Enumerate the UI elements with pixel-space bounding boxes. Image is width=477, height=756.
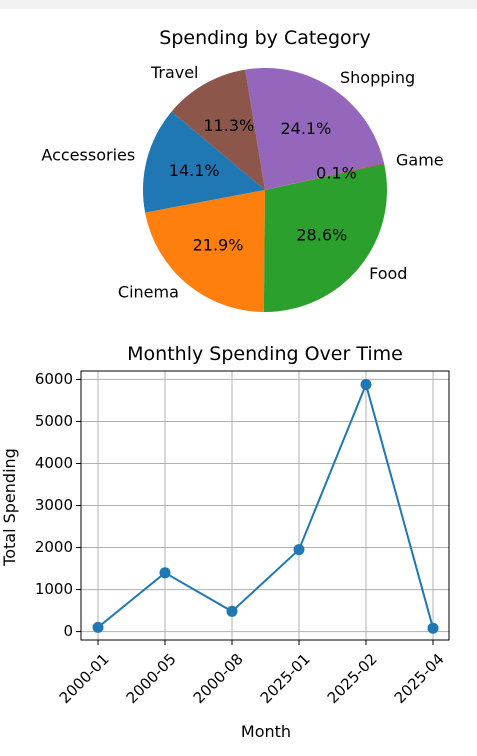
y-axis-label: Total Spending bbox=[0, 448, 19, 567]
pie-chart: Spending by Category Accessories 14.1% Cin… bbox=[41, 27, 444, 312]
x-tick-label: 2025-02 bbox=[324, 650, 381, 707]
y-tick-label: 6000 bbox=[35, 370, 73, 388]
pie-labels: Accessories 14.1% Cinema 21.9% Food 28.6% Game… bbox=[41, 63, 444, 301]
pie-slice-food bbox=[263, 163, 388, 312]
top-strip bbox=[0, 0, 477, 9]
line-chart: Monthly Spending Over Time 0 1000 2000 3000… bbox=[0, 343, 450, 741]
x-tick-label: 2025-01 bbox=[257, 650, 314, 707]
pie-label-cinema: Cinema bbox=[118, 282, 179, 301]
pie-label-accessories: Accessories bbox=[41, 146, 135, 165]
x-tick-label: 2000-08 bbox=[190, 650, 247, 707]
pie-slice-travel bbox=[171, 69, 265, 190]
data-point bbox=[159, 567, 171, 579]
series-line bbox=[97, 381, 434, 629]
y-tick-label: 1000 bbox=[35, 580, 73, 598]
pie-pct-food: 28.6% bbox=[296, 226, 347, 245]
y-tick-label: 0 bbox=[63, 622, 73, 640]
data-point bbox=[360, 379, 372, 390]
x-tick-label: 2000-01 bbox=[56, 650, 113, 707]
line-grid bbox=[81, 371, 449, 640]
x-axis-label: Month bbox=[241, 722, 291, 741]
y-tick-label: 2000 bbox=[35, 538, 73, 556]
pie-slice-accessories bbox=[142, 111, 265, 213]
data-point bbox=[226, 605, 238, 617]
line-series bbox=[92, 379, 439, 634]
pie-title: Spending by Category bbox=[159, 27, 370, 49]
pie-label-game: Game bbox=[396, 150, 444, 169]
pie-slice-cinema bbox=[145, 190, 265, 312]
pie-slices bbox=[142, 67, 388, 312]
pie-pct-travel: 11.3% bbox=[203, 116, 254, 135]
pie-pct-game: 0.1% bbox=[316, 164, 357, 183]
pie-pct-shopping: 24.1% bbox=[280, 119, 331, 138]
pie-pct-cinema: 21.9% bbox=[193, 236, 244, 255]
y-tick-label: 5000 bbox=[35, 412, 73, 430]
y-tick-label: 3000 bbox=[35, 496, 73, 514]
pie-slice-game bbox=[265, 163, 385, 190]
pie-pct-accessories: 14.1% bbox=[169, 161, 220, 180]
x-tick-label: 2000-05 bbox=[123, 650, 180, 707]
x-tick-label: 2025-04 bbox=[391, 650, 448, 707]
pie-label-food: Food bbox=[369, 264, 407, 283]
y-tick-label: 4000 bbox=[35, 454, 73, 472]
pie-label-travel: Travel bbox=[150, 63, 199, 82]
pie-label-shopping: Shopping bbox=[340, 68, 415, 87]
line-title: Monthly Spending Over Time bbox=[127, 343, 403, 365]
data-point bbox=[92, 621, 104, 633]
data-point bbox=[293, 544, 305, 556]
pie-slice-shopping bbox=[245, 67, 385, 190]
data-point bbox=[427, 622, 439, 634]
